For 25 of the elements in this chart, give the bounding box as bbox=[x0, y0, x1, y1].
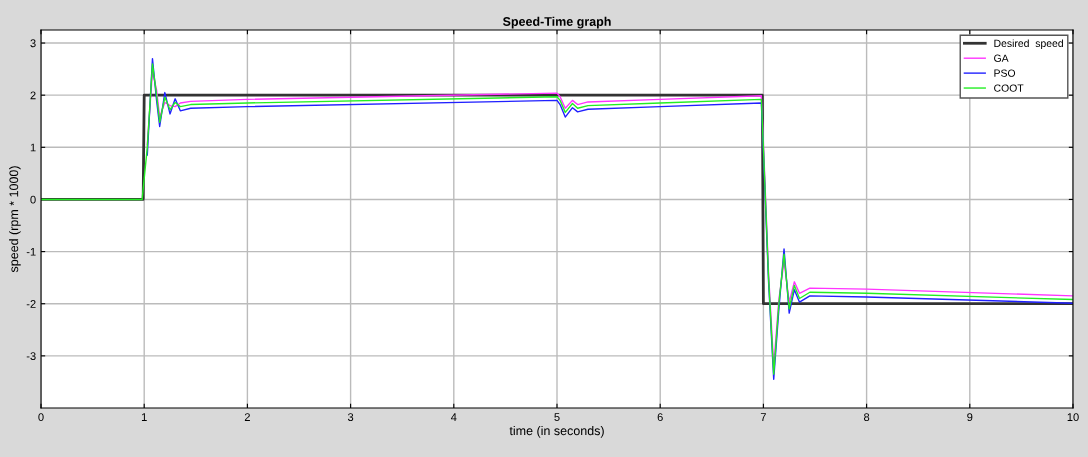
legend-label: PSO bbox=[994, 69, 1016, 77]
legend-label: Desired speed bbox=[994, 39, 1063, 50]
legend-label: GA bbox=[994, 54, 1009, 62]
y-tick-label: 0 bbox=[30, 195, 36, 204]
x-tick-label: 1 bbox=[141, 413, 147, 421]
y-tick-label: -2 bbox=[26, 299, 36, 308]
chart-title: Speed-Time graph bbox=[502, 16, 611, 29]
y-tick-label: -1 bbox=[26, 247, 36, 256]
x-tick-label: 4 bbox=[450, 413, 457, 421]
x-tick-label: 10 bbox=[1067, 413, 1079, 422]
y-tick-label: 2 bbox=[30, 91, 36, 100]
x-tick-label: 6 bbox=[657, 413, 663, 422]
x-tick-label: 0 bbox=[38, 413, 44, 422]
x-tick-label: 5 bbox=[554, 413, 560, 422]
y-tick-label: -3 bbox=[26, 352, 36, 360]
y-tick-label: 1 bbox=[30, 143, 36, 152]
y-axis-title: speed (rpm * 1000) bbox=[9, 166, 21, 273]
legend-label: COOT bbox=[994, 84, 1024, 92]
x-tick-label: 8 bbox=[863, 413, 870, 422]
x-tick-label: 2 bbox=[244, 413, 250, 421]
x-tick-label: 3 bbox=[347, 413, 354, 422]
x-tick-label: 7 bbox=[760, 413, 766, 421]
x-axis-title: time (in seconds) bbox=[509, 426, 604, 438]
x-tick-label: 9 bbox=[967, 413, 973, 422]
y-tick-label: 3 bbox=[30, 39, 36, 48]
